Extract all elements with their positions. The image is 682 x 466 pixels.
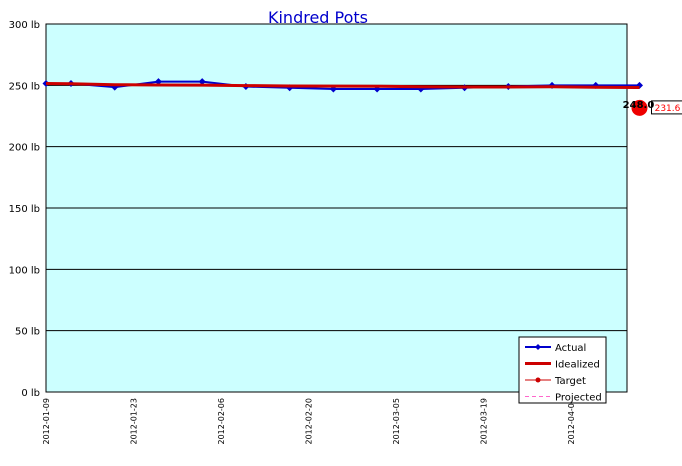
y-tick-label: 250 lb (9, 81, 40, 92)
actual-point (154, 78, 162, 86)
series-layer (42, 78, 643, 93)
target-label: 231.6 (655, 104, 681, 114)
actual-point (198, 78, 206, 86)
idealized-line (45, 81, 640, 90)
target-point (631, 99, 648, 116)
x-axis-ticks: 2012-01-09 2012-01-23 2012-02-06 2012-02-20… (42, 398, 576, 445)
legend-target-label: Target (554, 376, 586, 387)
x-tick-label: 2012-03-19 (479, 398, 488, 445)
y-axis-ticks: 0 lb 50 lb 100 lb 150 lb 200 lb 250 lb 300 lb (9, 20, 40, 399)
legend-actual-marker (535, 344, 541, 350)
y-tick-label: 150 lb (9, 204, 40, 215)
x-tick-label: 2012-01-23 (129, 398, 138, 445)
legend-target-marker (535, 377, 541, 383)
x-tick-label: 2012-03-05 (392, 398, 401, 445)
y-tick-label: 0 lb (21, 388, 40, 399)
chart-title: Kindred Pots (268, 8, 368, 27)
x-tick-label: 2012-02-20 (304, 398, 313, 445)
x-tick-label: 2012-01-09 (42, 398, 51, 445)
y-tick-label: 100 lb (9, 265, 40, 276)
legend-actual-label: Actual (555, 343, 586, 354)
legend-idealized-label: Idealized (555, 360, 600, 371)
current-weight-annotation: 248.0 (623, 100, 655, 111)
legend-projected-label: Projected (555, 393, 602, 404)
chart-legend: Actual Idealized Target Projected (518, 336, 607, 404)
target-label-box (650, 100, 682, 115)
x-tick-label: 2012-04-02 (567, 398, 576, 445)
y-tick-label: 200 lb (9, 143, 40, 154)
y-tick-label: 50 lb (15, 327, 40, 338)
y-tick-label: 300 lb (9, 20, 40, 31)
x-tick-label: 2012-02-06 (217, 398, 226, 445)
